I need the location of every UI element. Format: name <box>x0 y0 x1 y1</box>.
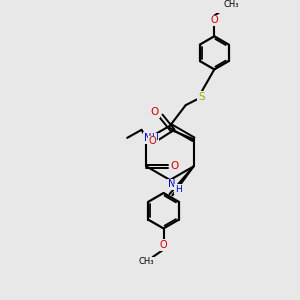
Text: CH₃: CH₃ <box>224 0 239 9</box>
Text: O: O <box>211 15 218 25</box>
Text: CH₃: CH₃ <box>139 257 154 266</box>
Text: H: H <box>175 185 182 194</box>
Text: O: O <box>148 136 156 146</box>
Text: O: O <box>160 240 167 250</box>
Text: N: N <box>144 133 152 143</box>
Text: H: H <box>151 134 158 142</box>
Text: S: S <box>198 92 205 102</box>
Text: O: O <box>151 107 159 117</box>
Text: N: N <box>168 179 175 189</box>
Text: O: O <box>170 161 178 171</box>
